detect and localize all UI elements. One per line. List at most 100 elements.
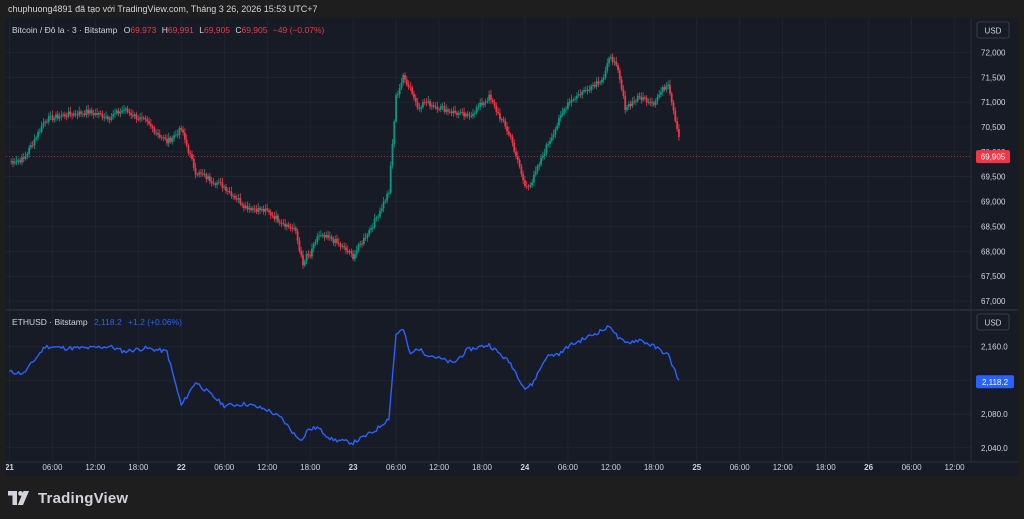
btc-candle-body [418, 108, 421, 109]
x-tick-label: 06:00 [902, 463, 923, 472]
btc-currency-button[interactable]: USD [976, 21, 1010, 39]
x-tick-label: 18:00 [472, 463, 493, 472]
btc-candle-body [506, 126, 508, 132]
btc-candle-body [69, 111, 72, 115]
btc-candle-body [31, 145, 34, 146]
time-axis[interactable]: 21 06:00 12:00 18:00 22 06:00 12:00 18:00 23 06:0… [5, 463, 965, 472]
btc-candle-body [640, 96, 643, 100]
btc-last-price-tag: 69,905 [976, 150, 1010, 164]
eth-currency-label: USD [985, 319, 1002, 328]
btc-pane[interactable]: Bitcoin / Đô la · 3 · Bitstamp O69,973 H… [6, 21, 1010, 306]
btc-candle-body [187, 145, 190, 153]
btc-candle-body [51, 115, 54, 121]
btc-candle-body [464, 113, 467, 117]
btc-candle-body [135, 114, 138, 120]
btc-candle-body [509, 134, 512, 137]
eth-currency-button[interactable]: USD [976, 313, 1010, 331]
btc-candle-body [611, 56, 614, 63]
btc-candle-body [19, 160, 22, 163]
btc-candle-body [234, 195, 236, 199]
btc-candle-body [87, 109, 90, 114]
x-tick-label: 18:00 [816, 463, 837, 472]
btc-candle-body [17, 160, 20, 162]
btc-candle-body [423, 101, 426, 103]
eth-y-tick-label: 2,160.0 [981, 342, 1008, 351]
btc-candle-body [248, 207, 251, 210]
btc-candle-body [282, 223, 285, 225]
btc-candle-body [484, 101, 487, 104]
btc-candle-body [669, 84, 671, 94]
btc-candle-body [643, 97, 646, 99]
brand[interactable]: TradingView [8, 488, 128, 508]
btc-candle-body [452, 110, 455, 114]
btc-candle-body [382, 201, 385, 209]
btc-candle-body [413, 93, 415, 98]
btc-candle-body [522, 174, 525, 181]
btc-candle-body [486, 100, 489, 102]
btc-candle-body [540, 157, 542, 165]
btc-candle-body [101, 114, 104, 118]
btc-candle-body [620, 79, 623, 90]
btc-candle-body [47, 116, 50, 122]
btc-candle-body [232, 195, 235, 197]
btc-candle-body [543, 153, 546, 156]
btc-candle-body [296, 231, 299, 241]
btc-candle-body [649, 101, 652, 104]
eth-legend-price: 2,118.2 [94, 317, 122, 327]
btc-candle-body [207, 176, 210, 179]
btc-candle-body [361, 243, 363, 245]
eth-legend-change: +1.2 (+0.06%) [128, 317, 182, 327]
btc-candle-body [608, 58, 610, 64]
btc-candle-body [294, 227, 297, 232]
chart-svg[interactable]: Bitcoin / Đô la · 3 · Bitstamp O69,973 H… [5, 18, 1018, 476]
btc-candle-body [164, 137, 167, 139]
btc-candle-body [237, 198, 240, 200]
btc-candle-body [516, 156, 519, 160]
btc-candle-body [112, 114, 115, 117]
btc-y-tick-label: 67,500 [981, 272, 1006, 281]
btc-candle-body [30, 145, 32, 148]
btc-candle-body [99, 113, 102, 115]
btc-candle-body [393, 121, 396, 144]
eth-last-price-tag: 2,118.2 [976, 375, 1014, 389]
btc-candle-body [312, 244, 315, 249]
btc-candle-body [570, 99, 573, 103]
btc-candle-body [345, 247, 347, 251]
btc-candle-body [198, 172, 201, 175]
x-tick-label: 12:00 [773, 463, 794, 472]
btc-candle-body [38, 131, 41, 133]
btc-legend-h: 69,991 [168, 25, 194, 35]
btc-candle-body [183, 132, 186, 140]
btc-candle-body [670, 93, 673, 103]
chart-area[interactable]: Bitcoin / Đô la · 3 · Bitstamp O69,973 H… [5, 18, 1018, 476]
btc-y-tick-label: 70,500 [981, 123, 1006, 132]
eth-pane[interactable]: ETHUSD · Bitstamp 2,118.2 +1.2 (+0.06%) … [9, 313, 1014, 453]
btc-candle-body [400, 82, 403, 89]
btc-candle-body [525, 186, 528, 187]
btc-candle-body [130, 113, 133, 116]
btc-candle-body [309, 255, 312, 257]
btc-candle-body [277, 215, 279, 222]
btc-candle-body [339, 243, 342, 247]
btc-candle-body [74, 113, 77, 115]
btc-candle-body [618, 70, 621, 80]
btc-candle-body [500, 119, 503, 120]
btc-candle-body [425, 102, 428, 104]
btc-candle-body [529, 185, 532, 187]
btc-candle-body [285, 224, 288, 227]
btc-candle-body [176, 134, 179, 136]
attribution-text: chuphuong4891 đã tạo với TradingView.com… [8, 4, 318, 14]
btc-candle-body [321, 234, 324, 236]
btc-candle-body [72, 113, 75, 116]
eth-price-axis[interactable]: 2,040.02,080.02,120.02,160.0 [981, 342, 1008, 452]
btc-candle-body [314, 241, 317, 245]
btc-candle-body [185, 139, 188, 146]
btc-price-axis[interactable]: 67,00067,50068,00068,50069,00069,50070,0… [981, 48, 1006, 306]
x-tick-label: 12:00 [85, 463, 106, 472]
btc-candle-body [153, 128, 156, 134]
btc-candle-body [268, 210, 270, 212]
btc-candle-body [250, 207, 252, 211]
btc-candle-body [380, 208, 383, 211]
btc-candle-body [422, 101, 424, 108]
btc-candle-body [515, 151, 517, 157]
